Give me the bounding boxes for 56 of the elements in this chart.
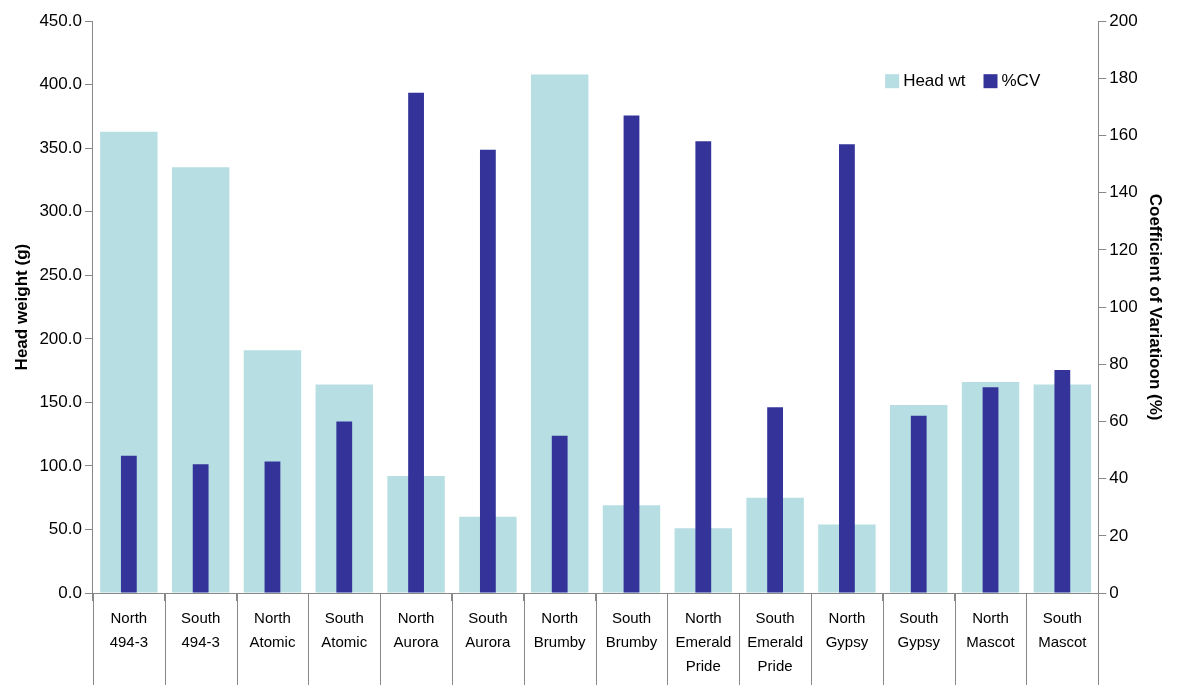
x-tick-label: North Brumby <box>533 609 587 651</box>
y2-tick-label: 40 <box>1109 468 1129 488</box>
x-tick-label: North Emerald Pride <box>675 609 732 675</box>
y-tick-label: 350.0 <box>39 137 82 157</box>
y2-tick-label: 120 <box>1109 239 1138 259</box>
bar <box>910 415 927 593</box>
bar <box>1054 370 1071 593</box>
y-tick-label: 0.0 <box>58 582 82 602</box>
bar <box>479 149 496 593</box>
bar <box>551 435 568 593</box>
y2-tick-label: 0 <box>1109 582 1119 602</box>
y2-tick-label: 160 <box>1109 125 1138 145</box>
x-tick-label: North Aurora <box>393 609 440 651</box>
y-tick-label: 250.0 <box>39 265 82 285</box>
x-tick-label: South Mascot <box>1038 609 1088 651</box>
y-tick-label: 400.0 <box>39 74 82 94</box>
x-tick-label: North Gypsy <box>825 609 869 651</box>
y-tick-label: 150.0 <box>39 392 82 412</box>
legend-label: Head wt <box>903 70 966 90</box>
y-axis-title: Head weight (g) <box>11 243 31 371</box>
x-tick-label: South Gypsy <box>897 609 941 651</box>
y-tick-label: 100.0 <box>39 455 82 475</box>
bar <box>530 74 589 593</box>
y2-axis-title: Coefficient of Variatioon (%) <box>1146 193 1166 421</box>
bar <box>623 115 640 593</box>
y2-tick-label: 60 <box>1109 411 1129 431</box>
bar <box>264 461 281 593</box>
bar <box>192 464 209 593</box>
y-tick-label: 200.0 <box>39 328 82 348</box>
y-tick-label: 450.0 <box>39 10 82 30</box>
legend-label: %CV <box>1001 70 1041 90</box>
bar <box>336 421 353 593</box>
y2-tick-label: 20 <box>1109 525 1129 545</box>
x-tick-label: North 494-3 <box>109 609 149 651</box>
x-tick-label: North Mascot <box>966 609 1016 651</box>
x-tick-label: North Atomic <box>249 609 296 651</box>
x-tick-label: South Atomic <box>321 609 368 651</box>
y2-tick-label: 100 <box>1109 296 1138 316</box>
y-tick-label: 50.0 <box>48 519 82 539</box>
y2-tick-label: 140 <box>1109 182 1138 202</box>
y2-tick-label: 180 <box>1109 68 1138 88</box>
x-tick-label: South 494-3 <box>181 609 221 651</box>
x-tick-label: South Emerald Pride <box>747 609 804 675</box>
bar <box>100 131 158 593</box>
bar <box>408 92 424 593</box>
x-tick-label: South Aurora <box>465 609 512 651</box>
x-tick-label: South Brumby <box>605 609 658 651</box>
bar <box>839 144 855 593</box>
bar <box>171 167 230 593</box>
bar <box>767 407 784 593</box>
bar <box>120 455 137 593</box>
bar <box>695 141 712 593</box>
y2-tick-label: 200 <box>1109 10 1138 30</box>
y2-tick-label: 80 <box>1109 353 1129 373</box>
bar <box>982 387 999 593</box>
y-tick-label: 300.0 <box>39 201 82 221</box>
